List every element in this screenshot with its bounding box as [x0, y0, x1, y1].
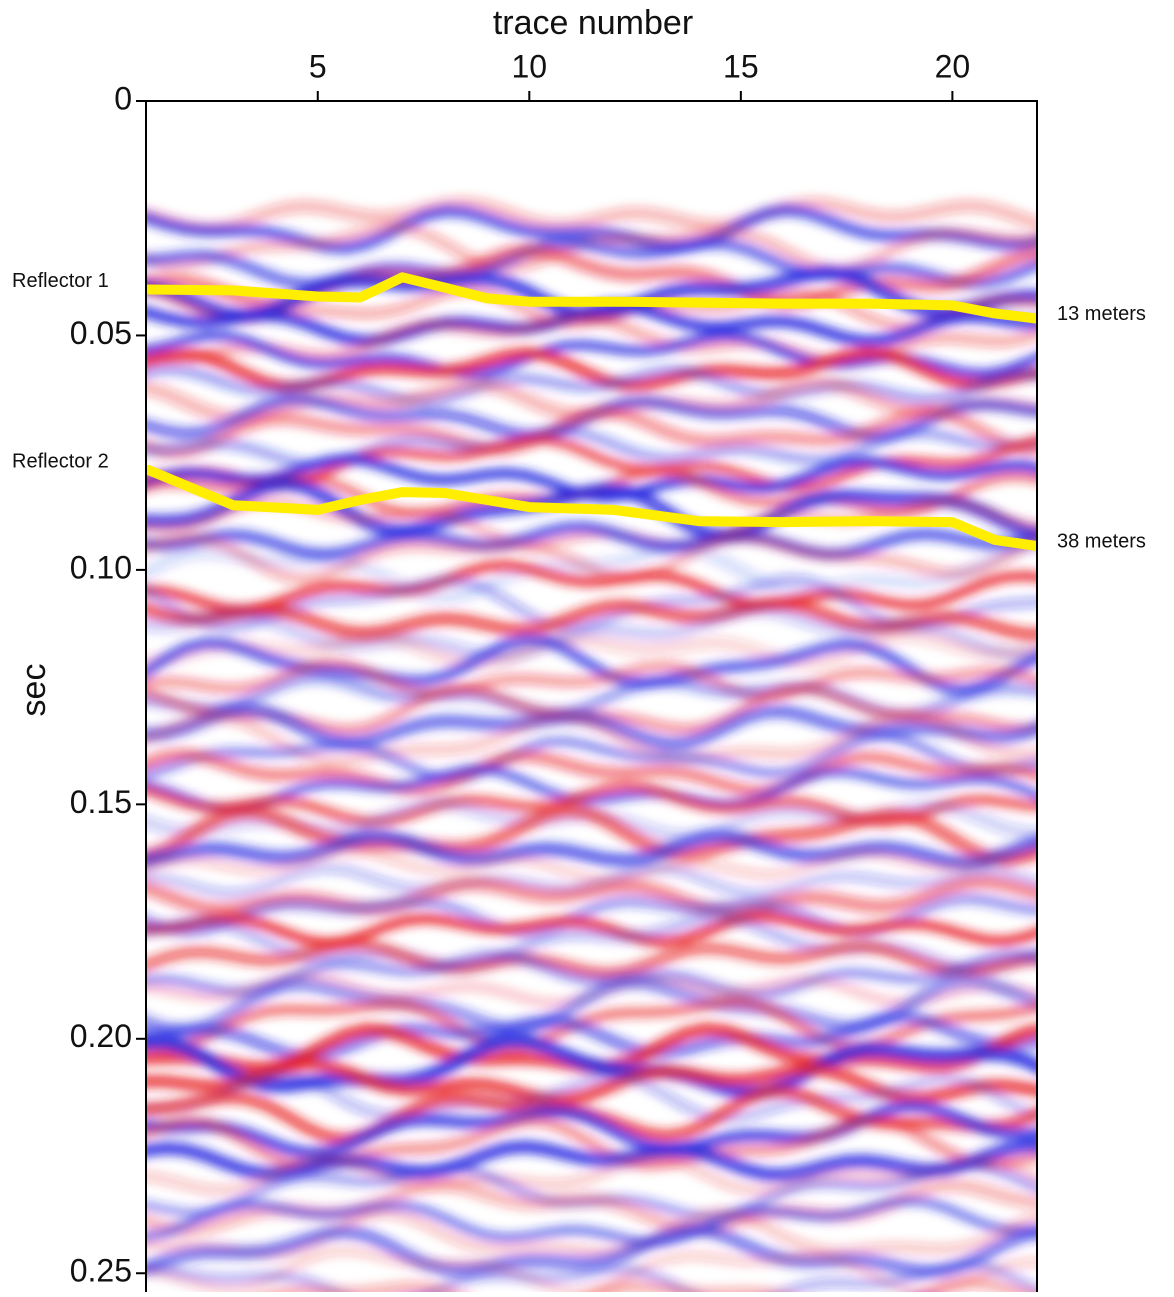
seismic-image: [146, 196, 1037, 1292]
seismic-band: [146, 628, 1037, 671]
seismic-band: [146, 560, 1037, 615]
seismic-band: [146, 521, 1037, 561]
seismic-band: [146, 1033, 1037, 1100]
y-tick-label: 0: [114, 80, 132, 116]
series-label: Reflector 2: [12, 450, 109, 472]
seismic-band: [146, 426, 1037, 470]
seismic-band: [146, 603, 1037, 664]
seismic-band: [146, 748, 1037, 797]
y-tick-label: 0.25: [70, 1253, 132, 1289]
seismic-band: [146, 1069, 1037, 1124]
x-tick-label: 5: [309, 48, 327, 84]
series-label: Reflector 1: [12, 270, 109, 292]
seismic-band: [146, 496, 1037, 550]
seismic-band: [146, 874, 1037, 919]
x-tick-label: 15: [723, 48, 759, 84]
seismic-band: [146, 829, 1037, 870]
annotation: 38 meters: [1057, 530, 1146, 552]
seismic-band: [146, 1152, 1037, 1196]
y-tick-label: 0.10: [70, 549, 132, 585]
seismic-band: [146, 1196, 1037, 1247]
seismic-band: [146, 1223, 1037, 1278]
seismic-band: [146, 1010, 1037, 1063]
seismic-band: [146, 539, 1037, 605]
y-tick-label: 0.05: [70, 315, 132, 351]
x-axis-label: trace number: [493, 4, 693, 42]
seismic-band: [146, 996, 1037, 1054]
y-tick-label: 0.20: [70, 1018, 132, 1054]
seismic-band: [146, 476, 1037, 543]
seismic-band: [146, 657, 1037, 703]
plot-frame: [145, 100, 1038, 1292]
seismic-band: [146, 802, 1037, 868]
seismic-band: [146, 846, 1037, 885]
y-tick-label: 0.15: [70, 784, 132, 820]
seismic-band: [146, 405, 1037, 459]
seismic-band: [146, 1114, 1037, 1172]
seismic-band: [146, 363, 1037, 408]
seismic-band: [146, 709, 1037, 767]
seismic-band: [146, 1099, 1037, 1159]
x-tick-label: 10: [512, 48, 548, 84]
reflector-line: [146, 272, 1037, 324]
x-tick-label: 20: [935, 48, 971, 84]
seismic-band: [146, 730, 1037, 784]
annotation: 13 meters: [1057, 303, 1146, 325]
plot-area: [146, 272, 1037, 551]
seismic-band: [146, 1259, 1037, 1292]
seismic-band: [146, 911, 1037, 948]
y-axis-label: sec: [15, 664, 53, 717]
seismic-band: [146, 204, 1037, 255]
reflector-line: [146, 465, 1037, 551]
seismic-band: [146, 633, 1037, 696]
seismic-band: [146, 237, 1037, 290]
seismic-band: [146, 937, 1037, 980]
seismic-band: [146, 196, 1037, 235]
